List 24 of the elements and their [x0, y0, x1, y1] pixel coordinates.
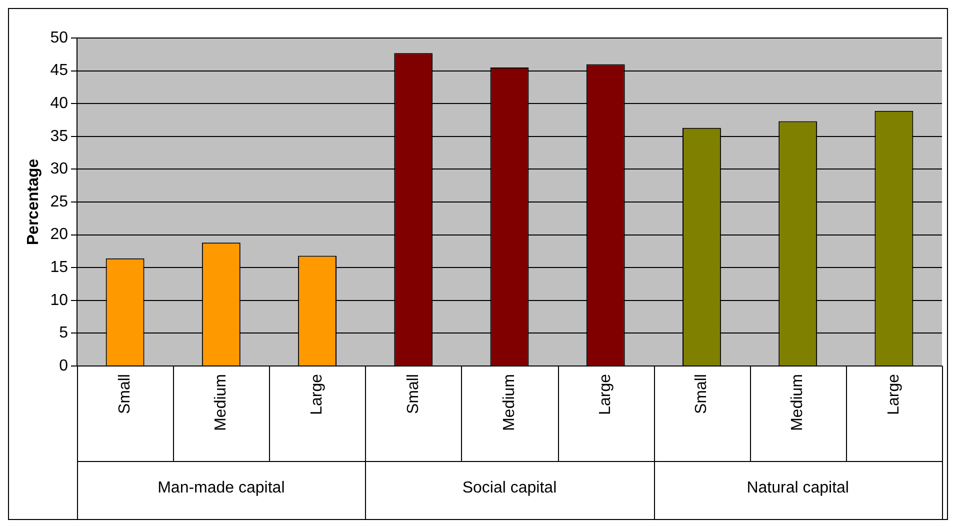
y-tick-label: 25: [50, 193, 68, 210]
x-tick-label: Large: [308, 374, 326, 415]
text: Man-made capital: [158, 479, 285, 496]
x-tick-label: Small: [693, 374, 710, 414]
y-tick-label: 10: [50, 292, 68, 309]
y-tick-label: 30: [50, 160, 68, 178]
x-tick-label: Small: [404, 374, 422, 414]
x-tick-label: Medium: [212, 374, 230, 431]
x-tick-label: Medium: [789, 374, 806, 431]
x-tick-label: Large: [597, 374, 614, 415]
y-tick-label: 0: [59, 357, 68, 374]
y-tick-label: 35: [50, 128, 68, 145]
y-tick-label: 15: [50, 259, 68, 276]
y-tick-label: 20: [50, 226, 68, 244]
y-tick-label: 45: [50, 62, 68, 80]
y-axis-title: Percentage: [25, 158, 42, 246]
text: Natural capital: [746, 479, 849, 496]
y-tick-label: 5: [59, 324, 68, 342]
y-tick-label: 50: [50, 29, 68, 46]
x-tick-label: Large: [885, 374, 902, 415]
x-tick-label: Medium: [500, 374, 518, 431]
y-tick-label: 40: [50, 95, 68, 112]
text: Social capital: [462, 479, 557, 496]
x-tick-label: Small: [116, 374, 134, 414]
